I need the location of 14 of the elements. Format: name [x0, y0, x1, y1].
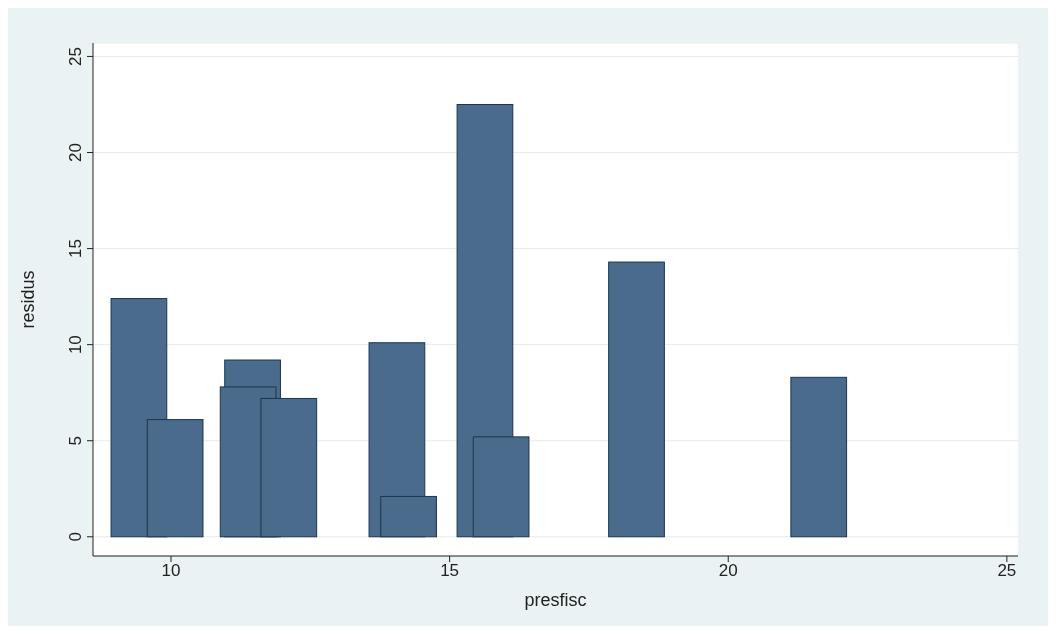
y-tick-label: 0: [66, 532, 85, 542]
y-axis-title: residus: [18, 270, 39, 329]
y-tick-label: 10: [66, 335, 85, 355]
x-tick-label: 20: [718, 561, 738, 581]
x-tick-label: 25: [997, 561, 1017, 581]
x-tick-label: 10: [161, 561, 181, 581]
y-tick-label: 20: [66, 143, 85, 162]
bar: [608, 261, 665, 538]
x-axis-title: presfisc: [524, 590, 587, 610]
y-tick-label: 5: [66, 435, 85, 446]
y-tick-label: 15: [66, 239, 85, 259]
x-tick-label: 15: [440, 561, 460, 581]
y-tick-label: 25: [66, 46, 85, 66]
bar: [790, 376, 848, 538]
